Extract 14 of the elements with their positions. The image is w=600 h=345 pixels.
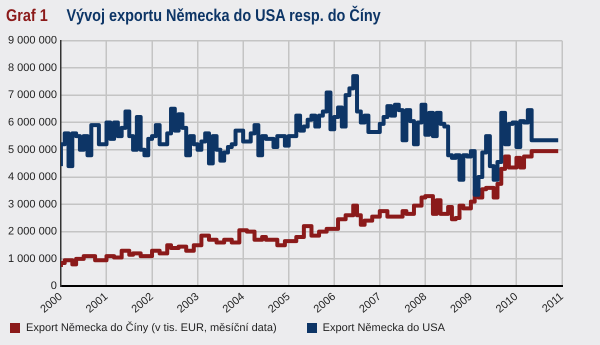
y-tick-label: 6 000 000	[8, 116, 57, 128]
y-tick-label: 8 000 000	[8, 62, 57, 74]
chart-title: Vývoj exportu Německa do USA resp. do Číny	[66, 6, 381, 25]
text: Graf 1	[6, 6, 48, 25]
y-tick-label: 0	[50, 280, 57, 292]
y-tick-label: 3 000 000	[8, 198, 57, 210]
y-tick-label: 9 000 000	[8, 34, 57, 47]
legend-label: Export Německa do USA	[322, 322, 445, 334]
y-tick-label: 4 000 000	[8, 171, 57, 184]
y-tick-label: 2 000 000	[8, 226, 57, 238]
y-tick-label: 7 000 000	[8, 89, 57, 102]
y-tick-label: 1 000 000	[8, 252, 57, 265]
y-tick-label: 5 000 000	[8, 144, 57, 156]
legend-label: Export Německa do Číny (v tis. EUR, měsíční data)	[26, 322, 277, 334]
